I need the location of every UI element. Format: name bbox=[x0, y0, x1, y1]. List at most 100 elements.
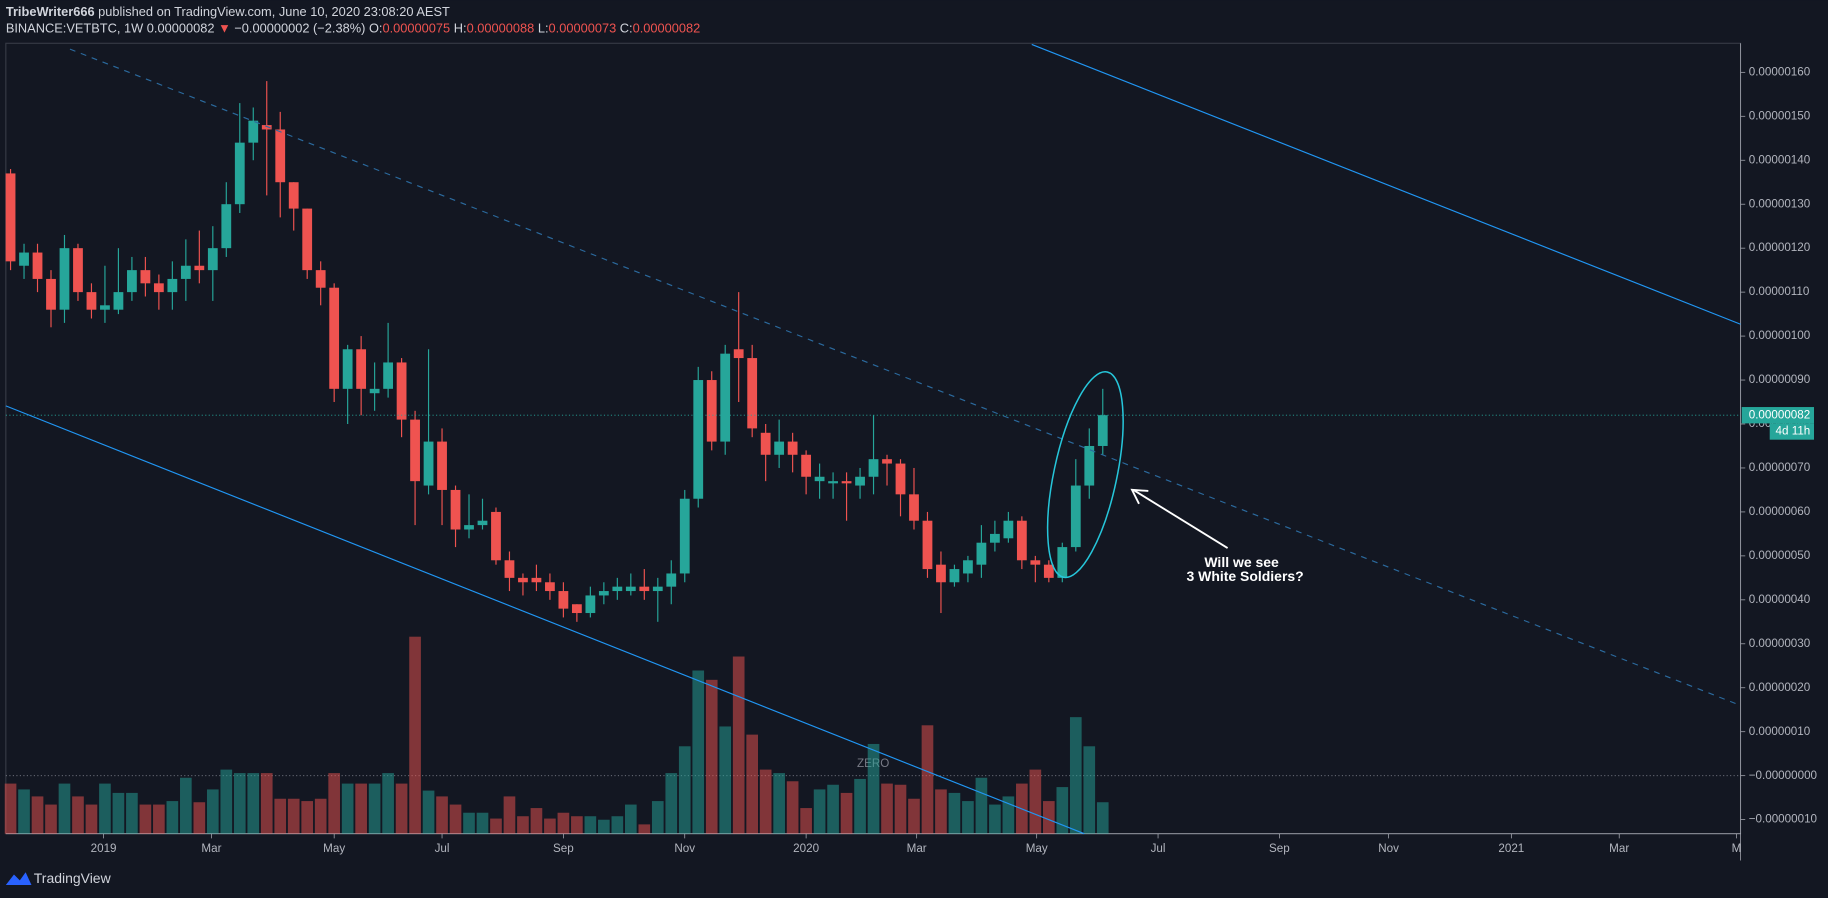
lower-channel-line bbox=[5, 405, 1085, 835]
last-price-label: 0.00000082 bbox=[1749, 408, 1811, 421]
candle-body bbox=[275, 129, 286, 183]
volume-bar bbox=[31, 796, 44, 834]
volume-bar bbox=[1029, 769, 1042, 834]
volume-bar bbox=[773, 773, 785, 834]
candle-body bbox=[221, 204, 232, 249]
published: published on TradingView.com, June 10, 2… bbox=[98, 4, 450, 19]
y-tick-label: 0.00000070 bbox=[1749, 461, 1811, 474]
volume-bar bbox=[126, 792, 138, 834]
x-tick-label: May bbox=[323, 842, 345, 855]
candle-body bbox=[477, 520, 488, 526]
c-label: C: bbox=[620, 21, 633, 36]
arrow-shaft bbox=[1132, 489, 1229, 549]
volume-bar bbox=[678, 746, 691, 834]
footer-brand: TradingView bbox=[34, 870, 112, 886]
highlight-ellipse bbox=[1046, 371, 1124, 579]
volume-bar bbox=[759, 769, 772, 834]
y-tick-label: 0.00000150 bbox=[1749, 109, 1811, 122]
y-tick-label: 0.00000020 bbox=[1749, 681, 1811, 694]
last-price-box bbox=[1741, 407, 1815, 424]
y-tick-label: 0.00000010 bbox=[1749, 725, 1811, 738]
volume-bar bbox=[867, 743, 880, 834]
x-tick-label: M bbox=[1732, 842, 1742, 855]
candle-body bbox=[100, 305, 110, 310]
candle-body bbox=[19, 252, 29, 266]
symbol: BINANCE:VETBTC, 1W bbox=[6, 21, 144, 36]
volume-bar bbox=[287, 798, 300, 834]
y-tick-label: 0.00000110 bbox=[1749, 285, 1810, 298]
volume-bar bbox=[341, 783, 354, 834]
candle-body bbox=[410, 419, 420, 482]
candle-body bbox=[545, 582, 555, 592]
change: −0.00000002 (−2.38%) bbox=[234, 21, 365, 36]
candle-body bbox=[693, 380, 704, 499]
volume-bar bbox=[624, 804, 637, 834]
candle-body bbox=[936, 564, 946, 583]
volume-bar bbox=[18, 789, 30, 834]
candle-body bbox=[1030, 560, 1041, 565]
candle-body bbox=[1043, 564, 1054, 578]
candle-body bbox=[369, 388, 380, 394]
candle-body bbox=[46, 278, 56, 310]
countdown-box bbox=[1769, 423, 1815, 440]
candle-body bbox=[963, 560, 973, 574]
volume-bar bbox=[45, 804, 57, 834]
x-tick-label: Mar bbox=[1609, 842, 1629, 855]
upper-channel-line bbox=[1031, 43, 1741, 325]
candle-body bbox=[73, 248, 83, 293]
volume-bar bbox=[786, 781, 799, 834]
dashed-trend-line bbox=[69, 48, 1741, 707]
volume-bar bbox=[476, 812, 489, 834]
volume-bar bbox=[490, 818, 502, 834]
volume-bar bbox=[301, 801, 314, 834]
candle-body bbox=[882, 459, 892, 464]
volume-bar bbox=[800, 808, 812, 834]
volume-bar bbox=[112, 792, 125, 834]
candle-body bbox=[895, 463, 906, 495]
header-line: TribeWriter666 published on TradingView.… bbox=[6, 4, 450, 19]
candle-body bbox=[180, 265, 191, 279]
candle-body bbox=[464, 525, 474, 530]
candle-body bbox=[976, 542, 987, 565]
volume-bar bbox=[409, 636, 421, 834]
x-tick-label: Sep bbox=[553, 842, 574, 855]
candle-body bbox=[531, 577, 542, 583]
x-tick-label: Jul bbox=[435, 842, 450, 855]
candle-body bbox=[207, 248, 218, 271]
volume-bar bbox=[58, 783, 71, 834]
candle-body bbox=[598, 591, 609, 596]
candle-body bbox=[437, 441, 447, 490]
volume-bar bbox=[611, 816, 624, 834]
volume-bar bbox=[746, 734, 759, 834]
volume-bar bbox=[382, 773, 394, 834]
o-value: 0.00000075 bbox=[382, 21, 450, 36]
candle-body bbox=[774, 441, 785, 455]
candle-body bbox=[261, 125, 272, 130]
volume-bar bbox=[247, 773, 260, 834]
volume-bar bbox=[314, 798, 327, 834]
candle-body bbox=[747, 358, 758, 429]
candle-body bbox=[1003, 520, 1014, 539]
candle-body bbox=[855, 476, 865, 486]
annotation: 3 White Soldiers? bbox=[1186, 568, 1303, 584]
y-tick-label: −0.00000000 bbox=[1749, 769, 1818, 782]
candle-body bbox=[989, 533, 1000, 543]
o-label: O: bbox=[369, 21, 383, 36]
h-value: 0.00000088 bbox=[467, 21, 535, 36]
volume-bar bbox=[908, 798, 920, 834]
volume-bar bbox=[328, 773, 340, 834]
l-label: L: bbox=[538, 21, 549, 36]
candle-body bbox=[625, 586, 636, 592]
candle-body bbox=[504, 560, 515, 578]
candle-body bbox=[666, 573, 677, 587]
candle-body bbox=[356, 349, 367, 389]
candle-body bbox=[787, 441, 798, 455]
candle-body bbox=[383, 362, 394, 389]
volume-bar bbox=[85, 804, 98, 834]
volume-bar bbox=[854, 778, 866, 834]
candle-body bbox=[1097, 415, 1108, 446]
volume-bar bbox=[1083, 746, 1096, 834]
candle-body bbox=[571, 604, 582, 614]
volume-bar bbox=[975, 777, 988, 834]
